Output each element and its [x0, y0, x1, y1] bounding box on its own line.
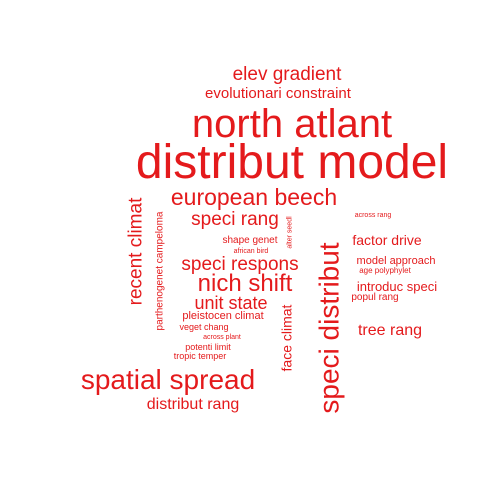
word-factor-drive: factor drive [352, 232, 422, 248]
word-north-atlant: north atlant [191, 102, 393, 146]
word-nich-shift: nich shift [197, 270, 293, 297]
word-speci-distribut: speci distribut [314, 242, 345, 414]
word-distribut-rang: distribut rang [146, 396, 240, 413]
word-recent-climat: recent climat [125, 197, 147, 305]
word-tropic-temper: tropic temper [173, 350, 227, 361]
word-elev-gradient: elev gradient [232, 63, 342, 85]
word-potenti-limit: potenti limit [185, 341, 231, 352]
word-alter-seedl: alter seedl [286, 215, 294, 249]
word-pleistocen-climat: pleistocen climat [182, 309, 264, 322]
word-introduc-speci: introduc speci [356, 278, 438, 294]
word-distribut-model: distribut model [135, 136, 449, 189]
word-face-climat: face climat [277, 304, 294, 372]
word-speci-respons: speci respons [181, 253, 299, 275]
word-spatial-spread: spatial spread [80, 364, 256, 395]
word-parthenogenet-campeloma: parthenogenet campeloma [153, 211, 165, 331]
word-african-bird: african bird [233, 247, 269, 255]
word-age-polyphylet: age polyphylet [359, 266, 411, 275]
word-across-plant: across plant [203, 333, 241, 341]
word-evolutionari-constraint: evolutionari constraint [205, 84, 351, 102]
word-speci-rang: speci rang [191, 208, 279, 230]
word-tree-rang: tree rang [357, 322, 423, 339]
word-across-rang: across rang [354, 211, 392, 219]
word-model-approach: model approach [356, 254, 436, 267]
word-veget-chang: veget chang [179, 321, 229, 332]
word-unit-state: unit state [194, 293, 268, 313]
word-shape-genet: shape genet [222, 235, 278, 246]
word-european-beech: european beech [170, 183, 338, 210]
word-popul-rang: popul rang [351, 292, 399, 303]
